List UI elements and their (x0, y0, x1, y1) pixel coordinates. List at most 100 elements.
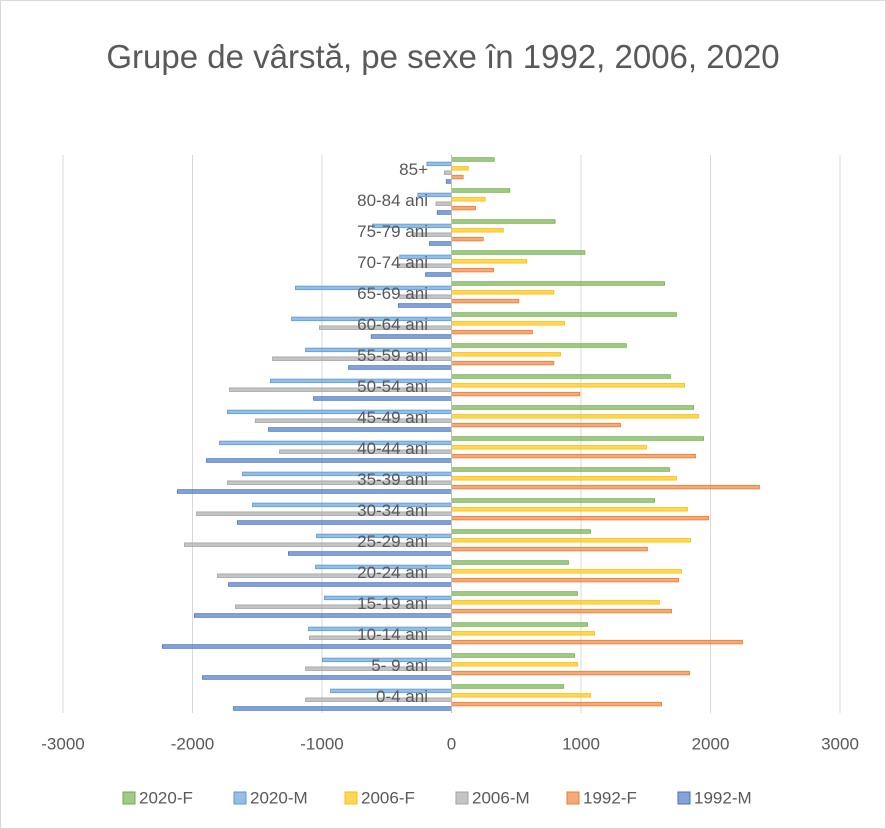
bar (162, 644, 452, 649)
bar (451, 608, 672, 614)
bar (451, 188, 511, 193)
bar (451, 290, 555, 295)
x-tick-label: 1000 (562, 734, 600, 753)
bar (451, 281, 665, 286)
bar (451, 259, 528, 264)
y-tick-label: 40-44 ani (357, 439, 428, 458)
x-tick-label: -3000 (41, 734, 84, 753)
bar (177, 489, 452, 494)
y-tick-label: 10-14 ani (357, 625, 428, 644)
bar (348, 365, 452, 370)
bar (451, 529, 591, 534)
legend-swatch (455, 791, 469, 805)
chart-title: Grupe de vârstă, pe sexe în 1992, 2006, … (106, 38, 780, 75)
bar (451, 498, 655, 503)
bar (451, 298, 520, 304)
y-tick-label: 80-84 ani (357, 191, 428, 210)
x-tick-label: 2000 (692, 734, 730, 753)
bar (451, 701, 662, 707)
bar (443, 170, 452, 175)
bar (451, 560, 569, 565)
bar (451, 693, 591, 698)
bar (426, 161, 452, 167)
x-tick-label: -2000 (171, 734, 214, 753)
bar (451, 538, 691, 543)
x-tick-label: -1000 (300, 734, 343, 753)
bar (451, 591, 578, 596)
bar (370, 334, 452, 339)
legend-swatch (344, 791, 358, 805)
bar (268, 427, 452, 432)
bar (451, 569, 682, 574)
bar (451, 197, 486, 202)
x-tick-label: 3000 (821, 734, 859, 753)
legend-swatch (566, 791, 580, 805)
y-tick-label: 35-39 ani (357, 470, 428, 489)
bar (425, 272, 452, 277)
y-tick-label: 20-24 ani (357, 563, 428, 582)
bar (451, 219, 556, 224)
bar (451, 515, 709, 521)
bar (451, 476, 677, 481)
bar (451, 670, 690, 676)
bar (429, 241, 452, 246)
bar (451, 250, 586, 255)
y-tick-label: 25-29 ani (357, 532, 428, 551)
bar (451, 453, 696, 459)
bar (228, 582, 452, 587)
bar (398, 303, 452, 308)
bar (451, 405, 695, 410)
bar (451, 662, 578, 667)
bar (436, 210, 452, 215)
bar (451, 391, 581, 397)
bar (202, 675, 452, 680)
y-tick-label: 60-64 ani (357, 315, 428, 334)
y-tick-label: 70-74 ani (357, 253, 428, 272)
y-tick-label: 75-79 ani (357, 222, 428, 241)
bar (451, 228, 504, 233)
bar (451, 436, 704, 441)
bar (194, 613, 452, 618)
y-tick-label: 65-69 ani (357, 284, 428, 303)
bar (451, 507, 688, 512)
legend-swatch (122, 791, 136, 805)
y-tick-label: 50-54 ani (357, 377, 428, 396)
bar (451, 166, 469, 171)
bar (451, 360, 555, 366)
bar (237, 520, 452, 525)
bar (451, 467, 670, 472)
bar (451, 414, 699, 419)
bar (451, 631, 595, 636)
bar (451, 343, 627, 348)
legend-label: 2020-M (250, 788, 308, 807)
legend-swatch (233, 791, 247, 805)
bar (451, 157, 495, 162)
y-tick-label: 45-49 ani (357, 408, 428, 427)
bar (451, 445, 647, 450)
y-tick-label: 0-4 ani (376, 687, 428, 706)
bar (451, 312, 677, 317)
legend-label: 2006-F (361, 788, 415, 807)
bar (451, 577, 679, 583)
legend-swatch (677, 791, 691, 805)
bar (233, 706, 452, 711)
bar (451, 484, 760, 490)
bar (288, 551, 452, 556)
bar (451, 639, 743, 645)
y-tick-label: 5- 9 ani (371, 656, 428, 675)
legend-label: 1992-F (583, 788, 637, 807)
bar (451, 653, 575, 658)
y-tick-label: 15-19 ani (357, 594, 428, 613)
bar (451, 546, 648, 552)
bar (451, 352, 561, 357)
legend-label: 2006-M (472, 788, 530, 807)
bar (451, 600, 660, 605)
bar (451, 321, 565, 326)
bar (451, 236, 484, 242)
bar (451, 205, 476, 211)
bar (451, 374, 671, 379)
bar (206, 458, 452, 463)
bar (451, 383, 686, 388)
